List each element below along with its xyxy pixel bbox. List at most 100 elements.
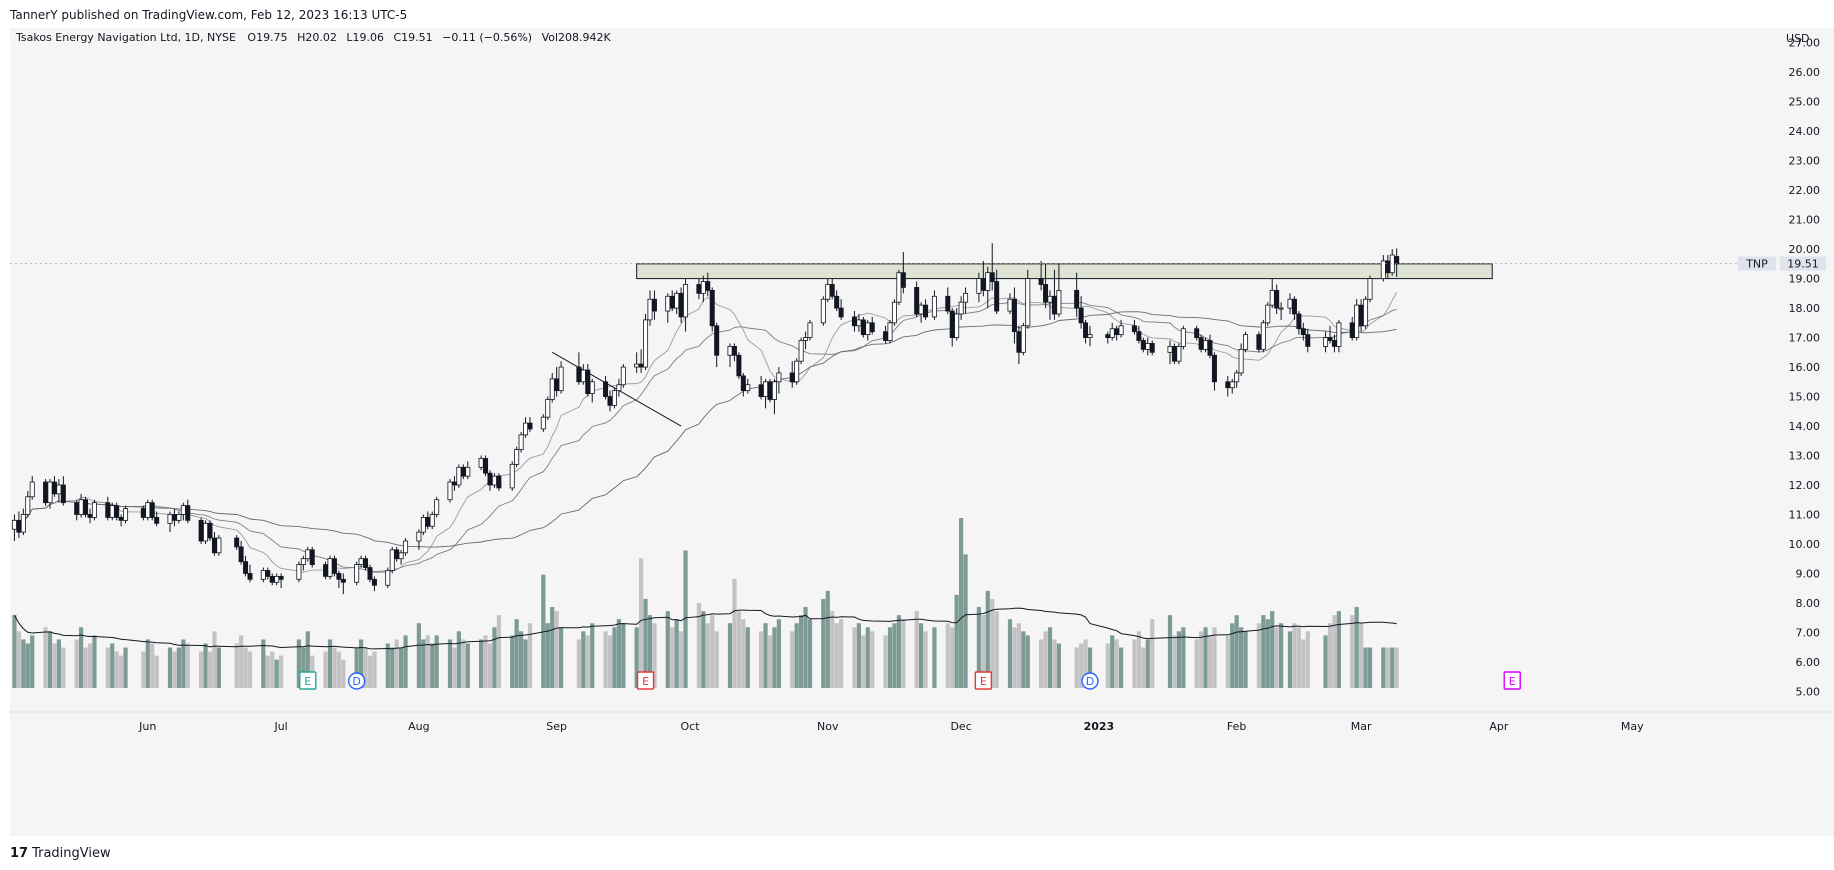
- candle: [829, 278, 835, 300]
- candle: [989, 243, 995, 291]
- candle: [1327, 325, 1333, 344]
- volume-bar: [714, 631, 719, 688]
- brand-name[interactable]: TradingView: [32, 846, 111, 861]
- volume-bar: [74, 639, 79, 688]
- volume-bar: [1363, 647, 1368, 688]
- earnings-marker-icon[interactable]: E: [299, 671, 317, 690]
- candle: [1149, 340, 1155, 356]
- candle: [1043, 263, 1049, 309]
- volume-bar: [901, 619, 906, 688]
- legend: Tsakos Energy Navigation Ltd, 1D, NYSE O…: [15, 31, 612, 44]
- volume-bar: [1141, 647, 1146, 688]
- candle: [327, 555, 333, 580]
- chart-frame: E D E E D E 5.00 6.00 7.00 8.00 9.00 10.00 11.00 12.…: [10, 28, 1834, 836]
- volume-bar: [527, 623, 533, 688]
- volume-bar: [261, 639, 266, 688]
- volume-bar: [1270, 611, 1275, 688]
- volume-bar: [1150, 619, 1155, 688]
- earnings-marker-icon[interactable]: E: [1503, 671, 1521, 690]
- volume-bar: [141, 651, 146, 688]
- price-chart[interactable]: E D E E D E 5.00 6.00 7.00 8.00 9.00 10.00 11.00 12.…: [10, 28, 1834, 836]
- volume-bar: [1087, 647, 1093, 688]
- dividend-marker-icon[interactable]: D: [1081, 672, 1099, 690]
- candle: [771, 378, 777, 415]
- volume-bar: [705, 623, 710, 688]
- price-tick-label: 12.00: [1789, 479, 1821, 492]
- volume-bar: [1079, 643, 1084, 688]
- volume-bar: [367, 655, 373, 688]
- candle: [336, 570, 342, 589]
- volume-bar: [834, 623, 839, 688]
- volume-bar: [390, 647, 395, 688]
- volume-bar: [1114, 639, 1119, 688]
- volume-bar: [1296, 627, 1301, 688]
- volume-bar: [216, 647, 221, 688]
- volume-bar: [976, 607, 981, 688]
- price-tick-label: 8.00: [1796, 597, 1821, 610]
- volume-bar: [456, 631, 461, 688]
- volume-bar: [1256, 623, 1261, 688]
- volume-bar: [1145, 639, 1150, 688]
- volume-bar: [1167, 615, 1173, 688]
- volume-bar: [914, 611, 919, 688]
- volume-bar: [803, 607, 808, 688]
- volume-bar: [305, 631, 310, 688]
- volume-bar: [1083, 639, 1088, 688]
- candle: [745, 378, 751, 394]
- volume-bar: [954, 594, 959, 688]
- candle: [1176, 343, 1182, 365]
- volume-bar: [1234, 615, 1239, 688]
- volume-bar: [385, 643, 390, 688]
- candle: [243, 555, 249, 577]
- volume-bar: [736, 611, 741, 688]
- candle: [371, 576, 377, 592]
- candle: [1038, 260, 1044, 291]
- volume-bar: [430, 643, 435, 688]
- earnings-marker-icon[interactable]: E: [974, 671, 993, 690]
- volume-bar: [212, 631, 217, 688]
- candle: [20, 508, 26, 536]
- volume-bar: [825, 590, 830, 688]
- candle: [1020, 322, 1026, 356]
- time-tick-label: Nov: [817, 720, 839, 733]
- candle: [731, 343, 737, 362]
- candle: [705, 272, 711, 297]
- candle: [914, 281, 920, 317]
- volume-bar: [1136, 631, 1141, 688]
- candle: [860, 316, 866, 338]
- time-axis[interactable]: Jun Jul Aug Sep Oct Nov Dec 2023 Feb Mar Apr May: [138, 720, 1644, 733]
- dividend-marker-icon[interactable]: D: [347, 672, 366, 690]
- candle: [1243, 331, 1249, 353]
- volume-bar: [634, 627, 639, 688]
- volume-bar: [519, 631, 524, 688]
- price-tick-label: 14.00: [1789, 420, 1821, 433]
- candle: [300, 555, 306, 571]
- price-tick-label: 21.00: [1789, 214, 1821, 227]
- candle: [403, 538, 409, 556]
- candles: [11, 243, 1400, 595]
- candle: [1265, 302, 1271, 326]
- volume-bar: [550, 607, 555, 688]
- volume-bar: [1243, 631, 1248, 688]
- candle: [527, 417, 533, 432]
- time-tick-label: Mar: [1351, 720, 1372, 733]
- volume-bar: [1279, 623, 1284, 688]
- volume-bar: [1381, 647, 1386, 688]
- candle: [1274, 284, 1280, 314]
- candle: [43, 479, 49, 506]
- volume-bar: [732, 578, 737, 688]
- candle: [1056, 263, 1062, 317]
- volume-bar: [496, 615, 501, 688]
- candle: [234, 535, 240, 550]
- volume-bar: [465, 643, 470, 688]
- candle: [434, 496, 440, 518]
- earnings-marker-icon[interactable]: E: [636, 671, 655, 690]
- candle: [296, 561, 302, 583]
- candle: [309, 546, 315, 568]
- candle: [1229, 378, 1235, 394]
- price-tick-label: 5.00: [1796, 685, 1821, 698]
- time-tick-label: Dec: [950, 720, 971, 733]
- legend-close: C19.51: [393, 31, 432, 44]
- price-axis[interactable]: 5.00 6.00 7.00 8.00 9.00 10.00 11.00 12.00 13.00…: [1789, 37, 1821, 699]
- volume-bar: [1350, 615, 1355, 688]
